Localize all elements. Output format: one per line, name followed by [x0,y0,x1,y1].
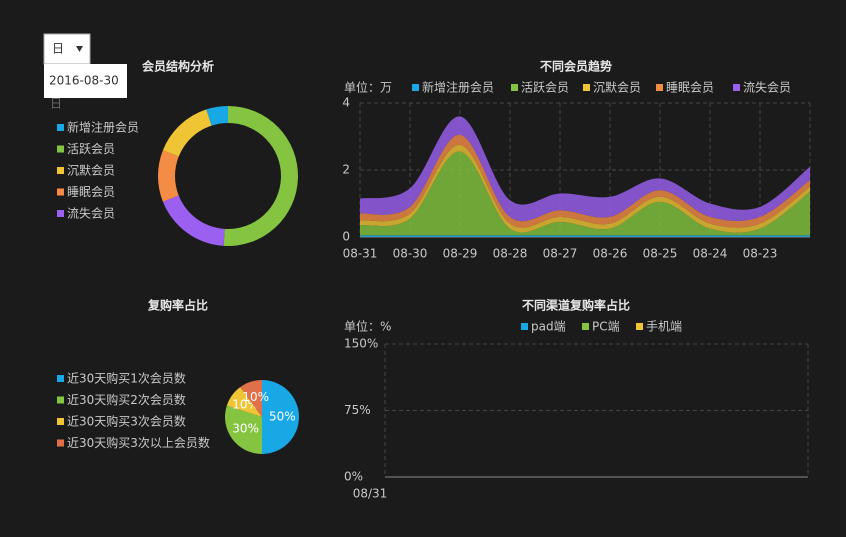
y-tick-label: 2 [342,163,350,177]
y-tick-label: 75% [344,403,371,417]
legend-label: 沉默会员 [67,163,115,178]
legend-swatch [412,84,419,91]
legend-swatch [57,439,64,447]
stacked-area [360,151,810,236]
legend-swatch [57,124,64,131]
x-tick-label: 08-25 [643,247,678,261]
stacked-area [360,116,810,222]
legend-swatch [57,145,64,153]
select-value: 日 [52,42,64,56]
x-tick-label: 08-30 [393,247,428,261]
legend-swatch [57,418,64,425]
legend-swatch [656,84,663,91]
legend-swatch [511,84,518,91]
x-tick-label: 08-23 [743,247,778,261]
legend-swatch [57,396,64,404]
stacked-area [360,144,810,233]
pie-slice [225,405,262,454]
chart-title: 不同渠道复购率占比 [522,298,630,313]
legend-swatch [521,323,528,330]
slice-label: 10% [242,390,269,404]
legend-label: 近30天购买3次以上会员数 [67,435,210,450]
chart-title: 复购率占比 [147,298,208,313]
date-popup[interactable] [44,64,127,98]
y-tick-label: 150% [344,337,378,351]
legend-label: pad端 [531,320,566,334]
legend-swatch [57,375,64,382]
stacked-area [360,235,810,237]
period-select[interactable]: 日 [43,33,91,65]
legend-label: 睡眠会员 [666,81,714,95]
legend-label: 新增注册会员 [67,120,139,135]
x-tick-label: 08-29 [443,247,478,261]
donut-slice [158,150,179,202]
x-tick-label: 08-31 [343,247,378,261]
legend-label: PC端 [592,320,620,334]
legend-swatch [733,84,740,91]
legend-label: 沉默会员 [593,80,641,95]
chart-title: 会员结构分析 [142,59,214,74]
pie-slice [262,380,299,454]
y-axis-name: 单位：万 [344,80,392,95]
y-axis-name: 单位：% [344,319,391,334]
y-tick-label: 0 [342,230,350,244]
legend-swatch [57,167,64,174]
y-tick-label: 4 [342,96,350,110]
donut-slice [206,106,228,126]
pie-slice [240,380,262,417]
legend-label: 新增注册会员 [422,80,494,95]
date-option[interactable]: 2016-08-30 [49,74,119,88]
select-arrow [76,46,83,52]
x-tick-label: 08-24 [693,247,728,261]
legend-label: 活跃会员 [67,142,115,156]
x-tick-label: 08-28 [493,247,528,261]
hint-text: 日 [50,97,62,111]
legend-swatch [582,323,589,330]
slice-label: 30% [232,421,259,435]
legend-label: 近30天购买1次会员数 [67,371,186,386]
legend-label: 流失会员 [743,80,791,95]
legend-label: 流失会员 [67,206,115,221]
select-box[interactable] [43,33,91,65]
legend-label: 活跃会员 [521,81,569,95]
pie-slice [226,387,262,417]
legend-swatch [636,323,643,330]
legend-swatch [57,210,64,217]
chart-title: 不同会员趋势 [540,59,612,74]
legend-label: 手机端 [646,320,682,334]
slice-label: 50% [269,410,296,424]
legend-label: 近30天购买2次会员数 [67,392,186,407]
donut-slice [162,109,212,157]
legend-swatch [583,84,590,91]
x-tick-label: 08/31 [353,487,388,501]
x-tick-label: 08-26 [593,247,628,261]
y-tick-label: 0% [344,470,363,484]
legend-label: 睡眠会员 [67,185,115,199]
donut-slice [162,195,225,246]
x-tick-label: 08-27 [543,247,578,261]
legend-swatch [57,188,64,196]
stacked-area [360,134,810,228]
legend-label: 近30天购买3次会员数 [67,414,186,429]
donut-slice [223,106,298,246]
